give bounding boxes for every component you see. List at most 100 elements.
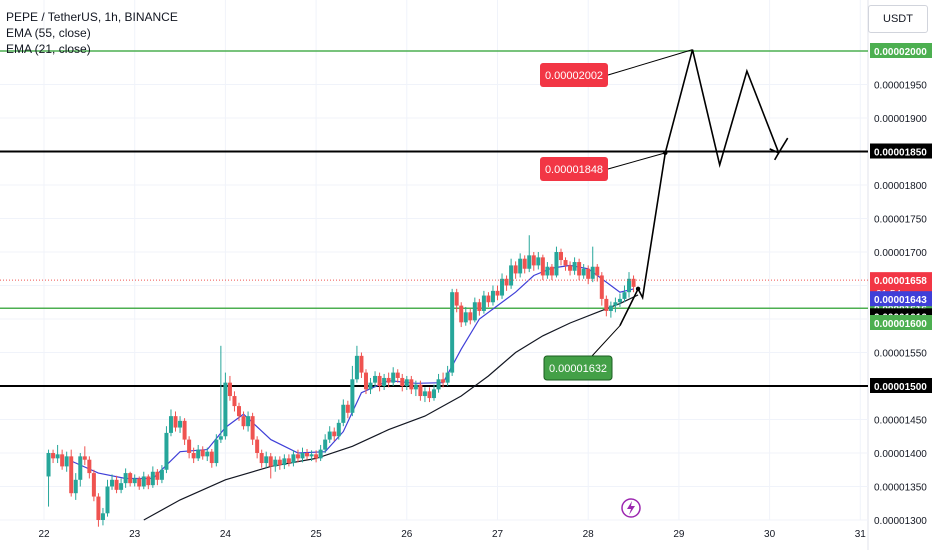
candle-body	[323, 439, 328, 450]
candle-body	[613, 302, 618, 306]
legend-ema21[interactable]: EMA (21, close)	[6, 42, 91, 56]
chart-extras	[621, 498, 641, 518]
candle-body	[314, 454, 319, 459]
candle-body	[418, 384, 423, 397]
candle-body	[513, 265, 518, 274]
annotation-label: 0.00001632	[549, 363, 607, 375]
level-axis-label-bg	[870, 143, 932, 159]
candle-body	[309, 454, 314, 457]
price-tick-label: 0.00001750	[874, 215, 927, 226]
candle-body	[46, 453, 51, 477]
candle-body	[382, 377, 387, 386]
support-axis-label: 0.00001600	[874, 319, 927, 330]
candle-body	[150, 471, 155, 486]
candle-body	[459, 305, 464, 323]
time-tick-label: 23	[129, 529, 141, 540]
candle-body	[509, 265, 514, 286]
price-tick-label: 0.00001300	[874, 516, 927, 527]
annotation-box	[543, 355, 613, 381]
candle-body	[246, 416, 251, 427]
time-tick-label: 30	[764, 529, 776, 540]
candle-body	[631, 278, 636, 287]
price-tick-label: 0.00001400	[874, 449, 927, 460]
candle-body	[391, 372, 396, 383]
candle-body	[404, 379, 409, 386]
candle-body	[164, 432, 169, 470]
candle-body	[581, 268, 586, 276]
candle-body	[119, 483, 124, 490]
candle-body	[504, 278, 509, 286]
candle-body	[146, 476, 151, 486]
legend: PEPE / TetherUS, 1h, BINANCE EMA (55, cl…	[6, 9, 178, 57]
time-tick-label: 25	[311, 529, 323, 540]
candle-body	[82, 456, 87, 460]
candle-body	[495, 290, 500, 296]
candle-body	[141, 476, 146, 487]
candle-body	[445, 372, 450, 383]
candle-body	[205, 451, 210, 457]
candle-body	[191, 453, 196, 459]
level-axis-label-bg	[870, 43, 932, 58]
candle-body	[268, 456, 273, 467]
candle-body	[187, 439, 192, 453]
candle-body	[500, 278, 505, 296]
candle-body	[282, 458, 287, 466]
time-axis[interactable]: 22 23 24 25 26 27 28 29 30 31	[38, 529, 866, 540]
candle-body	[100, 513, 105, 520]
candle-body	[554, 252, 559, 276]
candle-body	[436, 379, 441, 390]
candle-body	[69, 456, 74, 494]
lightning-bolt-icon	[627, 501, 635, 515]
candle-body	[527, 255, 532, 269]
candle-body	[586, 268, 591, 279]
candle-body	[572, 262, 577, 271]
candle-body	[155, 471, 160, 480]
candle-body	[123, 473, 128, 484]
candle-body	[200, 449, 205, 457]
time-tick-label: 28	[583, 529, 595, 540]
candle-body	[168, 416, 173, 433]
price-tick-label: 0.00001350	[874, 483, 927, 494]
candle-body	[413, 384, 418, 390]
candle-body	[577, 262, 582, 276]
candle-body	[531, 255, 536, 266]
currency-button[interactable]: USDT	[868, 5, 928, 33]
candle-body	[386, 377, 391, 383]
candle-body	[368, 382, 373, 390]
candle-body	[223, 382, 228, 437]
candle-body	[518, 258, 523, 274]
candle-body	[255, 439, 260, 453]
candle-body	[178, 420, 183, 428]
level-axis-label: 0.00002000	[874, 47, 927, 58]
candle-body	[536, 257, 541, 266]
candle-body	[463, 312, 468, 323]
candle-body	[427, 391, 432, 399]
price-axis[interactable]: 0.00002000 0.00001950 0.00001900 0.00001850…	[870, 43, 932, 527]
candle-body	[395, 372, 400, 378]
candle-body	[241, 416, 246, 427]
candle-body	[481, 295, 486, 311]
candle-body	[563, 260, 568, 266]
candle-body	[377, 375, 382, 386]
candle-body	[400, 377, 405, 386]
candle-body	[604, 298, 609, 311]
candle-body	[608, 305, 613, 311]
annotation-label: 0.00001848	[545, 164, 603, 176]
annotations[interactable]: 0.00002002 0.00001848 0.00001632	[540, 49, 693, 381]
candle-body	[60, 454, 65, 467]
candle-body	[51, 453, 56, 459]
candle-body	[173, 416, 178, 428]
candle-body	[490, 290, 495, 303]
candle-body	[227, 382, 232, 397]
ema21-axis-label: 0.00001643	[874, 295, 927, 306]
candle-body	[273, 459, 278, 467]
candle-body	[250, 416, 255, 440]
candle-body	[477, 302, 482, 311]
annotation-label: 0.00002002	[545, 70, 603, 82]
annotation-box	[540, 157, 608, 181]
legend-symbol[interactable]: PEPE / TetherUS, 1h, BINANCE	[6, 10, 178, 24]
legend-ema55[interactable]: EMA (55, close)	[6, 26, 91, 40]
candle-body	[595, 266, 600, 276]
